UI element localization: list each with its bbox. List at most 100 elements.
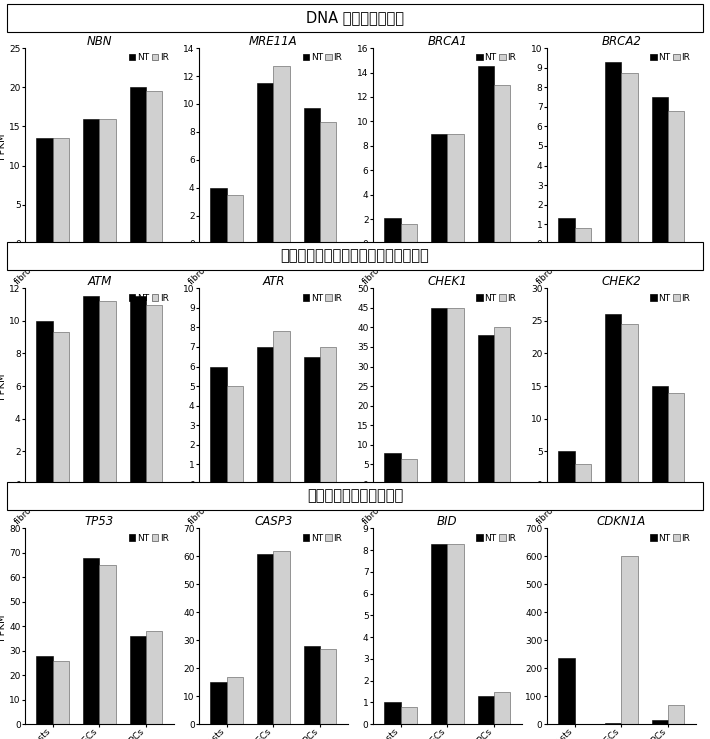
Bar [226, 195, 243, 244]
Title: CASP3: CASP3 [254, 515, 293, 528]
Bar [668, 392, 684, 484]
Bar [605, 723, 621, 724]
Bar [478, 336, 494, 484]
Legend: NT, IR: NT, IR [476, 293, 518, 304]
Bar [384, 453, 400, 484]
Bar [400, 459, 417, 484]
Y-axis label: FPKM: FPKM [0, 133, 6, 159]
Legend: NT, IR: NT, IR [128, 533, 170, 544]
Bar [494, 85, 510, 244]
Bar [257, 83, 273, 244]
Bar [558, 658, 574, 724]
Bar [384, 218, 400, 244]
Bar [210, 188, 226, 244]
Bar [447, 134, 464, 244]
Title: ATR: ATR [262, 275, 285, 288]
Bar [478, 696, 494, 724]
Legend: NT, IR: NT, IR [302, 533, 344, 544]
Bar [668, 705, 684, 724]
Bar [447, 544, 464, 724]
Bar [130, 636, 146, 724]
Bar [431, 544, 447, 724]
Text: 細胞周期チェックポイント関連遣伝子: 細胞周期チェックポイント関連遣伝子 [280, 248, 430, 263]
Bar [99, 302, 116, 484]
Title: CHEK2: CHEK2 [601, 275, 641, 288]
Legend: NT, IR: NT, IR [650, 52, 692, 64]
Bar [36, 138, 53, 244]
Text: アポトーシス関連遣伝子: アポトーシス関連遣伝子 [307, 488, 403, 503]
Legend: NT, IR: NT, IR [476, 52, 518, 64]
Legend: NT, IR: NT, IR [476, 533, 518, 544]
Bar [53, 661, 69, 724]
Bar [431, 134, 447, 244]
Bar [99, 565, 116, 724]
Bar [652, 720, 668, 724]
Title: MRE11A: MRE11A [249, 35, 297, 48]
Bar [621, 556, 638, 724]
Bar [605, 62, 621, 244]
Title: ATM: ATM [87, 275, 111, 288]
Legend: NT, IR: NT, IR [650, 533, 692, 544]
Title: CDKN1A: CDKN1A [596, 515, 646, 528]
Bar [146, 631, 163, 724]
Bar [447, 307, 464, 484]
Bar [99, 118, 116, 244]
Bar [652, 386, 668, 484]
Bar [273, 551, 290, 724]
Bar [53, 138, 69, 244]
Bar [400, 706, 417, 724]
Bar [304, 357, 320, 484]
Bar [400, 224, 417, 244]
Bar [36, 655, 53, 724]
Title: TP53: TP53 [84, 515, 114, 528]
Legend: NT, IR: NT, IR [650, 293, 692, 304]
Bar [574, 228, 591, 244]
Text: DNA 修復関連遣伝子: DNA 修復関連遣伝子 [306, 10, 404, 25]
Bar [210, 682, 226, 724]
Legend: NT, IR: NT, IR [128, 293, 170, 304]
Bar [558, 219, 574, 244]
Bar [130, 296, 146, 484]
Bar [478, 67, 494, 244]
Bar [83, 296, 99, 484]
Bar [304, 646, 320, 724]
Title: BRCA1: BRCA1 [427, 35, 467, 48]
Bar [146, 304, 163, 484]
Bar [226, 677, 243, 724]
Bar [304, 108, 320, 244]
Bar [668, 111, 684, 244]
Bar [257, 347, 273, 484]
Title: BRCA2: BRCA2 [601, 35, 641, 48]
Title: NBN: NBN [87, 35, 112, 48]
Legend: NT, IR: NT, IR [128, 52, 170, 64]
Y-axis label: FPKM: FPKM [0, 613, 6, 639]
Legend: NT, IR: NT, IR [302, 293, 344, 304]
Bar [83, 118, 99, 244]
Bar [83, 558, 99, 724]
Bar [652, 97, 668, 244]
Title: BID: BID [437, 515, 457, 528]
Bar [494, 327, 510, 484]
Bar [605, 314, 621, 484]
Bar [320, 649, 337, 724]
Bar [384, 703, 400, 724]
Bar [320, 347, 337, 484]
Bar [494, 692, 510, 724]
Bar [621, 73, 638, 244]
Bar [431, 307, 447, 484]
Bar [130, 87, 146, 244]
Bar [558, 452, 574, 484]
Title: CHEK1: CHEK1 [427, 275, 467, 288]
Bar [574, 464, 591, 484]
Bar [257, 554, 273, 724]
Bar [273, 67, 290, 244]
Bar [53, 333, 69, 484]
Bar [273, 331, 290, 484]
Bar [210, 367, 226, 484]
Bar [320, 122, 337, 244]
Y-axis label: FPKM: FPKM [0, 373, 6, 399]
Bar [146, 91, 163, 244]
Bar [36, 321, 53, 484]
Bar [226, 386, 243, 484]
Bar [621, 324, 638, 484]
